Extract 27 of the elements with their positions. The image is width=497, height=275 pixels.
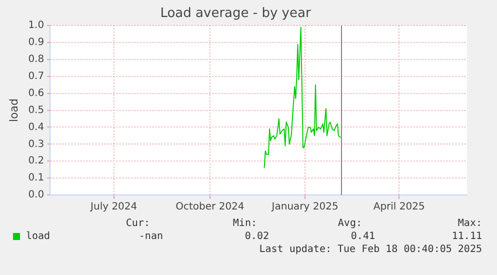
text: Last update: Tue Feb 18 00:40:05 2025 [259, 244, 482, 255]
y-tick-label: 0.2 [28, 156, 44, 167]
x-tick-label: January 2025 [270, 202, 338, 213]
y-tick-label: 0.4 [28, 122, 44, 133]
text: Avg: [338, 218, 362, 229]
y-tick-label: 0.0 [28, 190, 44, 201]
y-tick-label: 1.0 [28, 20, 44, 32]
y-tick-label: 0.7 [28, 71, 44, 82]
y-tick-label: 0.8 [28, 54, 44, 66]
y-tick-label: 0.3 [28, 138, 44, 150]
chart-title: Load average - by year [160, 6, 312, 22]
y-tick-label: 0.9 [28, 37, 44, 48]
legend-label: load [26, 231, 50, 242]
y-axis-title: load [7, 98, 20, 122]
y-tick-label: 0.6 [28, 88, 44, 99]
text: Cur: [126, 218, 150, 229]
y-tick-label: 0.1 [28, 172, 44, 184]
x-tick-label: April 2025 [373, 202, 425, 213]
text: Min: [232, 218, 257, 229]
x-tick-label: October 2024 [176, 202, 244, 213]
x-tick-label: July 2024 [90, 202, 138, 213]
y-tick-label: 0.5 [28, 104, 44, 116]
text: 0.41 [350, 231, 375, 242]
text: 11.11 [452, 231, 482, 242]
text: 0.02 [244, 231, 269, 242]
text: -nan [138, 231, 163, 242]
text: Max: [458, 218, 482, 229]
